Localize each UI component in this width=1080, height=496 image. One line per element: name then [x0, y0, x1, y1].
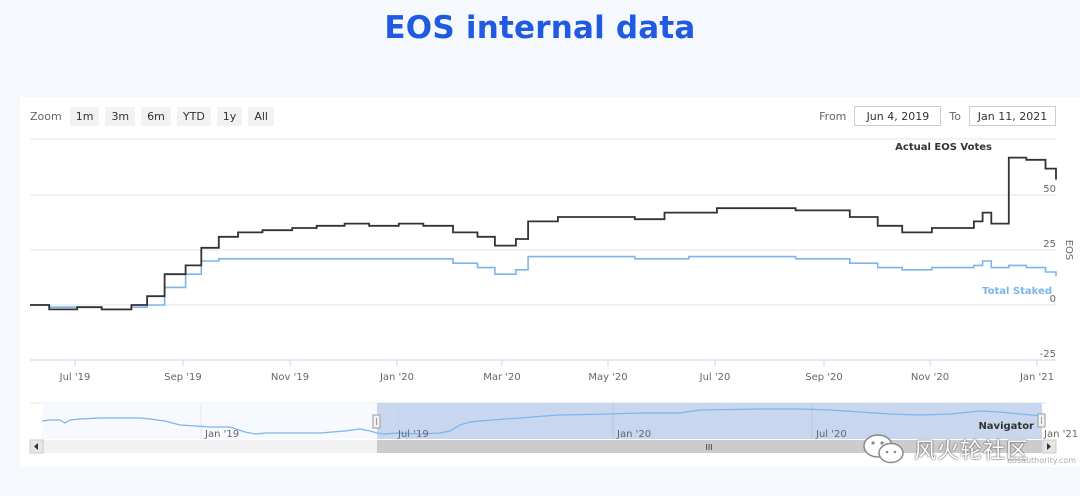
to-label: To [949, 109, 961, 123]
page-title: EOS internal data [384, 10, 696, 46]
x-tick: Nov '19 [271, 372, 309, 383]
nav-label: Jan '20 [616, 429, 651, 440]
y-axis: 50 25 0 -25 EOS [1040, 184, 1074, 360]
zoom-6m-button[interactable]: 6m [141, 107, 171, 126]
scroll-right-button[interactable] [1042, 439, 1057, 454]
zoom-all-button[interactable]: All [248, 107, 274, 126]
zoom-bar: Zoom 1m 3m 6m YTD 1y All [30, 107, 274, 126]
x-tick: Sep '20 [805, 372, 843, 383]
x-tick: Jan '21 [1019, 372, 1054, 383]
zoom-1y-button[interactable]: 1y [216, 107, 243, 126]
x-tick: Mar '20 [483, 372, 521, 383]
arrow-right-icon [1047, 443, 1051, 450]
wechat-icon [863, 434, 904, 464]
scroll-left-button[interactable] [29, 439, 44, 454]
date-range-selector: From To [819, 106, 1056, 126]
navigator-left-handle[interactable] [372, 414, 381, 429]
zoom-1m-button[interactable]: 1m [69, 107, 100, 126]
series-label-votes: Actual EOS Votes [895, 142, 992, 153]
x-tick-labels: Jul '19 Sep '19 Nov '19 Jan '20 Mar '20 … [59, 372, 1054, 383]
zoom-ytd-button[interactable]: YTD [176, 107, 211, 126]
navigator-right-handle[interactable] [1037, 413, 1046, 428]
series-actual-eos-votes-line [30, 156, 1057, 311]
watermark-text: 风火轮社区 [914, 439, 1030, 464]
zoom-label: Zoom [30, 110, 62, 123]
navigator-series-line [41, 408, 1043, 435]
x-tick: May '20 [588, 372, 627, 383]
credit-link[interactable]: eosauthority.com [1007, 456, 1076, 465]
y-tick-0: 0 [1050, 294, 1056, 305]
from-label: From [819, 109, 847, 123]
y-tick-minus25: -25 [1040, 349, 1056, 360]
from-date-input[interactable] [854, 106, 942, 126]
nav-label: Jan '21 [1043, 429, 1078, 440]
x-tick: Jan '20 [379, 372, 414, 383]
x-tick: Nov '20 [911, 372, 949, 383]
scrollbar-grip: III [705, 443, 712, 452]
to-date-input[interactable] [969, 106, 1056, 126]
nav-label: Jul '19 [397, 429, 429, 440]
series-total-staked-line [30, 255, 1057, 311]
gridlines [30, 138, 1056, 361]
y-axis-title: EOS [1063, 240, 1074, 261]
y-tick-50: 50 [1043, 184, 1056, 195]
nav-label: Jan '19 [204, 429, 239, 440]
navigator-label: Navigator [978, 421, 1034, 432]
x-tick: Jul '19 [59, 372, 91, 383]
nav-label: Jul '20 [815, 429, 847, 440]
x-tick: Sep '19 [164, 372, 202, 383]
arrow-left-icon [34, 443, 38, 450]
series-label-staked: Total Staked [982, 286, 1052, 297]
x-axis [74, 360, 1038, 366]
y-tick-25: 25 [1043, 239, 1056, 250]
watermark: 风火轮社区 [860, 432, 1029, 466]
zoom-3m-button[interactable]: 3m [105, 107, 136, 126]
x-tick: Jul '20 [699, 372, 731, 383]
